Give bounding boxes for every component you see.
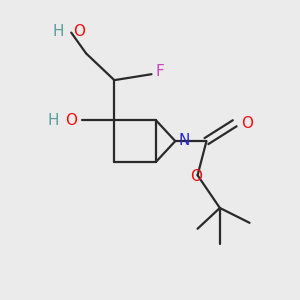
Text: O: O (190, 169, 202, 184)
Text: N: N (178, 133, 190, 148)
Text: H: H (52, 24, 64, 39)
Text: O: O (65, 113, 77, 128)
Text: O: O (74, 24, 86, 39)
Text: F: F (156, 64, 165, 79)
Text: O: O (241, 116, 253, 131)
Text: H: H (48, 113, 59, 128)
